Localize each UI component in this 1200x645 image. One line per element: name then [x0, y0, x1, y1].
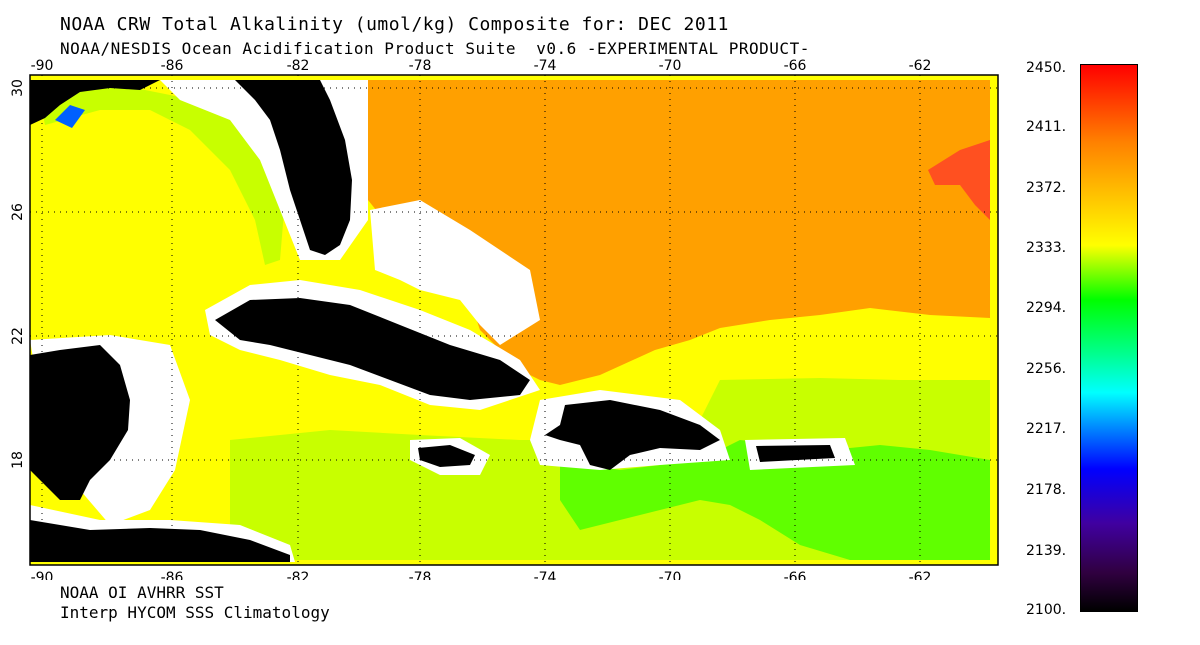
- lon-tick-label: -82: [287, 570, 310, 580]
- lat-tick-label: 18: [10, 451, 26, 469]
- lon-tick-label: -90: [31, 570, 54, 580]
- alkalinity-map: -90 -86 -82 -78 -74 -70 -66 -62 -90 -86 …: [10, 58, 999, 580]
- lon-tick-label: -66: [784, 58, 807, 74]
- colorbar-label: 2139.: [1026, 543, 1067, 559]
- colorbar-label: 2333.: [1026, 240, 1067, 256]
- land-yucatan: [30, 345, 130, 500]
- lon-tick-label: -62: [909, 570, 932, 580]
- land-cuba: [215, 298, 530, 400]
- lon-tick-label: -82: [287, 58, 310, 74]
- land-florida: [235, 80, 352, 255]
- colorbar-label: 2411.: [1026, 119, 1067, 135]
- lat-tick-label: 30: [10, 79, 26, 97]
- lon-labels-bottom: -90 -86 -82 -78 -74 -70 -66 -62: [31, 570, 932, 580]
- colorbar-label: 2372.: [1026, 180, 1067, 196]
- lon-tick-label: -62: [909, 58, 932, 74]
- land-hispaniola: [545, 400, 720, 470]
- colorbar-label: 2217.: [1026, 421, 1067, 437]
- low-alkalinity-patch: [55, 105, 85, 128]
- colorbar-label: 2450.: [1026, 60, 1067, 76]
- lon-labels-top: -90 -86 -82 -78 -74 -70 -66 -62: [31, 58, 932, 74]
- lon-tick-label: -86: [161, 570, 184, 580]
- lon-tick-label: -78: [409, 58, 432, 74]
- colorbar-label: 2178.: [1026, 482, 1067, 498]
- lon-tick-label: -90: [31, 58, 54, 74]
- land-central-america: [30, 520, 290, 562]
- no-data-bahamas: [370, 200, 540, 345]
- lon-tick-label: -86: [161, 58, 184, 74]
- lon-tick-label: -78: [409, 570, 432, 580]
- colorbar-label: 2294.: [1026, 300, 1067, 316]
- map-subtitle: NOAA/NESDIS Ocean Acidification Product …: [60, 39, 810, 58]
- graticule: [30, 75, 998, 565]
- lat-tick-label: 26: [10, 203, 26, 221]
- lon-tick-label: -70: [659, 570, 682, 580]
- lat-labels-left: 30 26 22 18: [10, 79, 26, 469]
- bright-green-region: [560, 440, 990, 560]
- lon-tick-label: -66: [784, 570, 807, 580]
- yellow-green-north-region: [38, 85, 285, 265]
- colorbar: [1080, 64, 1138, 612]
- lon-tick-label: -74: [534, 570, 557, 580]
- red-orange-region: [928, 140, 990, 220]
- sst-source-note: NOAA OI AVHRR SST: [60, 583, 224, 602]
- land-gulf-coast: [30, 80, 160, 125]
- plot-frame: [29, 74, 999, 566]
- land-jamaica: [418, 445, 475, 467]
- lon-tick-label: -70: [659, 58, 682, 74]
- sss-source-note: Interp HYCOM SSS Climatology: [60, 603, 330, 622]
- lon-tick-label: -74: [534, 58, 557, 74]
- lat-tick-label: 22: [10, 327, 26, 345]
- map-title: NOAA CRW Total Alkalinity (umol/kg) Comp…: [60, 14, 729, 35]
- colorbar-label: 2256.: [1026, 361, 1067, 377]
- colorbar-label: 2100.: [1026, 602, 1067, 618]
